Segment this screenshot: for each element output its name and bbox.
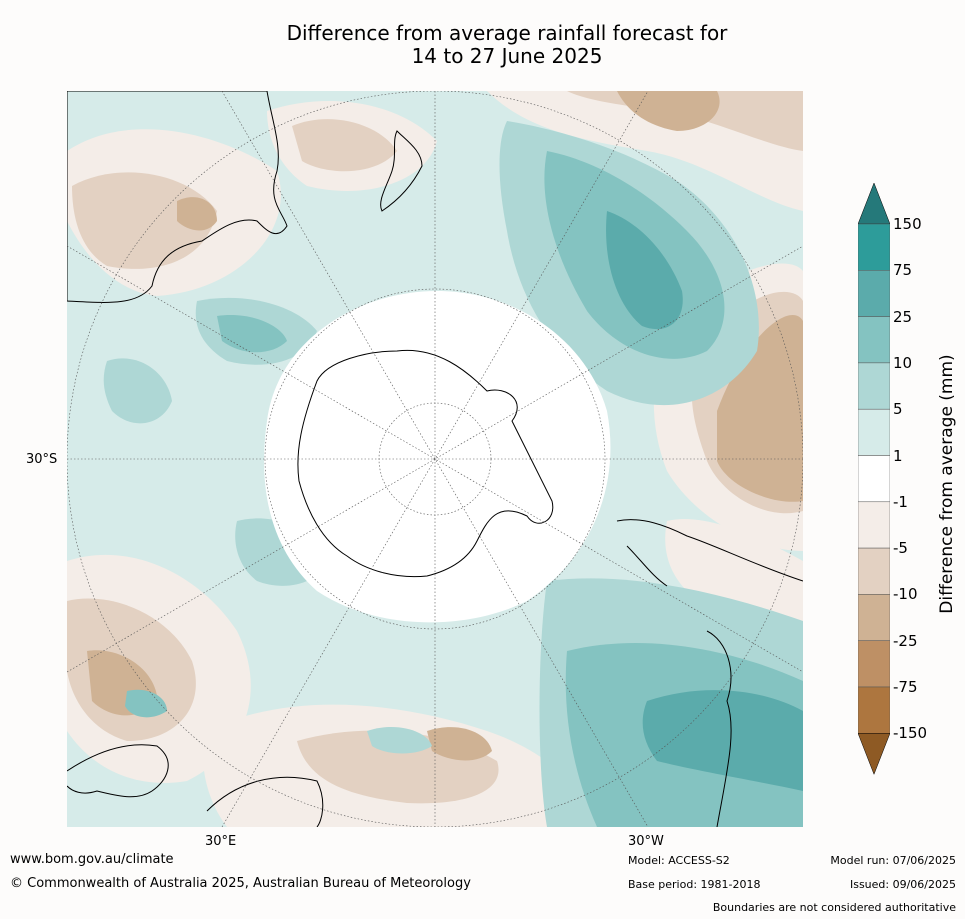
colorbar-title: Difference from average (mm) [937, 354, 957, 614]
colorbar-tick-label: 150 [893, 215, 922, 233]
colorbar-bin [858, 455, 890, 503]
colorbar-bin [858, 640, 890, 688]
colorbar-tick-label: 75 [893, 261, 913, 280]
africa-coast [67, 744, 324, 827]
lon-label-30w: 30°W [628, 834, 664, 849]
colorbar-bin [858, 362, 890, 410]
colorbar-bin [858, 316, 890, 364]
footer-base-period: Base period: 1981-2018 [628, 878, 761, 891]
footer-url[interactable]: www.bom.gov.au/climate [10, 852, 174, 867]
colorbar-tick-label: -75 [893, 678, 918, 696]
colorbar-extend-top [858, 183, 890, 225]
footer-copyright: © Commonwealth of Australia 2025, Austra… [10, 876, 471, 891]
colorbar-tick-label: 5 [893, 400, 903, 419]
colorbar-tick-label: 25 [893, 307, 913, 326]
footer-issued: Issued: 09/06/2025 [849, 878, 956, 891]
title-line-1: Difference from average rainfall forecas… [286, 21, 728, 45]
new-zealand-coast [380, 130, 423, 212]
graticule [67, 91, 803, 827]
colorbar-bin [858, 270, 890, 317]
rainfall-map [67, 91, 803, 827]
footer-disclaimer: Boundaries are not considered authoritat… [712, 901, 956, 914]
south-america-coast [616, 519, 803, 827]
lon-label-30e: 30°E [205, 834, 237, 849]
title-line-2: 14 to 27 June 2025 [411, 44, 603, 68]
colorbar-tick-label: -10 [893, 585, 918, 604]
footer-model: Model: ACCESS-S2 [628, 854, 730, 867]
colorbar-tick-label: 1 [893, 446, 903, 465]
colorbar [858, 183, 890, 775]
colorbar-bin [858, 547, 890, 595]
australia-coast [67, 91, 288, 303]
colorbar-bin [858, 501, 890, 549]
colorbar-tick-label: -25 [893, 631, 918, 650]
footer-model-run: Model run: 07/06/2025 [830, 854, 956, 867]
colorbar-extend-bottom [858, 733, 890, 775]
lat-label-30s: 30°S [26, 452, 58, 467]
colorbar-bin [858, 594, 890, 641]
chart-title: Difference from average rainfall forecas… [0, 22, 965, 68]
antarctica-coast [297, 349, 554, 578]
colorbar-tick-label: -150 [893, 724, 928, 743]
colorbar-bin [858, 686, 890, 734]
colorbar-bin [858, 223, 890, 271]
colorbar-bin [858, 408, 890, 456]
colorbar-tick-label: -5 [893, 539, 908, 558]
colorbar-tick-label: 10 [893, 353, 913, 372]
colorbar-tick-label: -1 [893, 492, 908, 511]
